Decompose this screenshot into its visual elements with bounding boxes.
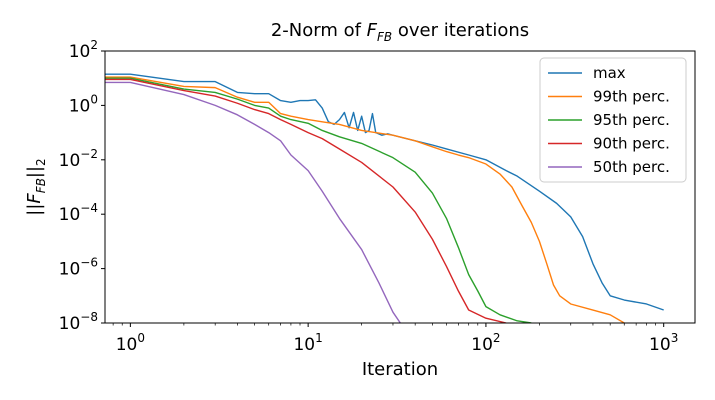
series-line-2 xyxy=(105,77,532,323)
series-layer xyxy=(105,73,664,323)
y-tick-label: 10−4 xyxy=(59,201,98,225)
legend: max 99th perc. 95th perc. 90th perc. 50th pe… xyxy=(539,57,687,183)
x-tick-label: 102 xyxy=(471,331,500,355)
x-tick-label: 101 xyxy=(293,331,322,355)
legend-label-1: 99th perc. xyxy=(593,88,670,106)
series-line-4 xyxy=(105,81,401,323)
chart-title: 2-Norm of FFB over iterations xyxy=(271,20,529,44)
x-axis-label: Iteration xyxy=(362,359,438,380)
legend-label-4: 50th perc. xyxy=(593,158,670,176)
series-line-3 xyxy=(105,78,507,323)
y-axis-ticks: 102 100 10−2 10−4 10−6 10−8 xyxy=(59,38,105,334)
x-axis-ticks: 100 101 102 103 xyxy=(112,323,678,355)
series-line-0 xyxy=(105,73,664,311)
y-axis-label: ||FFB||2 xyxy=(24,158,48,215)
plot-frame xyxy=(104,50,696,324)
x-tick-label: 100 xyxy=(116,331,145,355)
y-tick-label: 10−2 xyxy=(59,147,98,171)
x-tick-label: 103 xyxy=(649,331,678,355)
y-tick-label: 102 xyxy=(69,38,98,62)
legend-box xyxy=(539,57,687,183)
legend-label-3: 90th perc. xyxy=(593,135,670,153)
legend-label-2: 95th perc. xyxy=(593,111,670,129)
y-tick-label: 10−6 xyxy=(59,256,98,280)
y-tick-label: 10−8 xyxy=(59,310,98,334)
legend-label-0: max xyxy=(593,64,626,82)
y-tick-label: 100 xyxy=(69,92,98,116)
series-line-1 xyxy=(105,76,625,323)
